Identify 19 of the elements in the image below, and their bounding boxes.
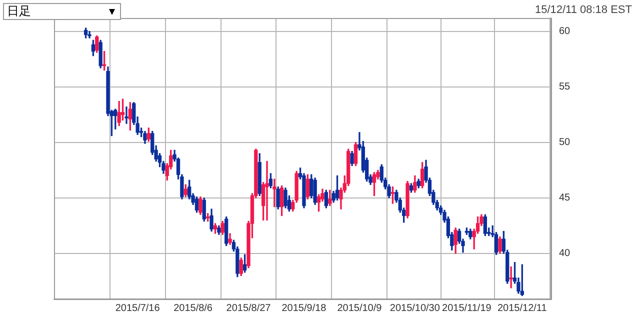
y-tick-label: 40 [559,248,571,260]
y-tick-label: 60 [559,26,571,38]
x-tick-label: 2015/9/18 [282,302,327,314]
text: 15/12/11 08:18 EST [534,4,632,16]
candlestick [88,31,92,38]
candlestick [509,266,513,288]
y-tick-label: 50 [559,137,571,148]
x-tick-label: 2015/8/6 [174,302,213,314]
x-tick-label: 2015/10/30 [390,302,440,314]
dropdown-select[interactable]: 日足 [3,3,121,20]
candlestick [265,160,269,220]
y-tick-label: 45 [559,192,571,204]
x-tick-label: 2015/8/27 [226,302,272,314]
candlestick [124,106,128,124]
x-tick-label: 2015/11/19 [442,302,492,314]
x-tick-label: 2015/10/9 [337,302,382,314]
y-tick-label: 55 [559,82,571,93]
x-tick-label: 2015/12/11 [498,302,548,314]
x-tick-label: 2015/7/16 [115,302,160,314]
